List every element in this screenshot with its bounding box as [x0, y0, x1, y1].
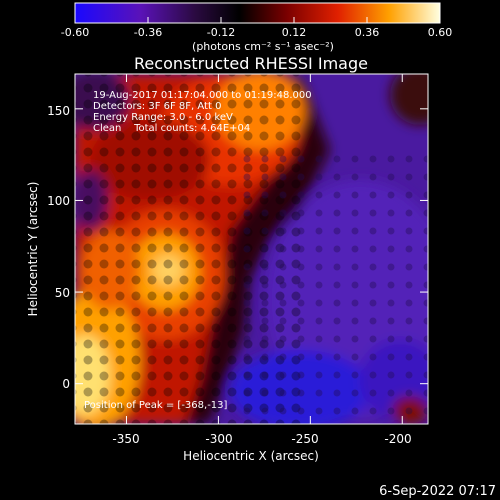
x-tick-label: -300	[205, 432, 232, 446]
image-title: Reconstructed RHESSI Image	[134, 54, 368, 73]
plot-frame	[74, 73, 429, 425]
colorbar-tick-label: 0.60	[428, 26, 453, 39]
x-axis-label: Heliocentric X (arcsec)	[183, 449, 319, 463]
x-tick-label: -250	[291, 432, 318, 446]
info-line: Clean Total counts: 4.64E+04	[93, 123, 250, 134]
colorbar-tick-label: 0.36	[355, 26, 380, 39]
y-tick-label: 50	[55, 286, 70, 300]
x-tick-label: -200	[384, 432, 411, 446]
colorbar-unit-label: (photons cm⁻² s⁻¹ asec⁻²)	[192, 40, 334, 53]
colorbar-tick-label: -0.60	[61, 26, 89, 39]
axis-ticks	[75, 74, 428, 424]
y-tick-label: 100	[47, 194, 70, 208]
colorbar-gradient	[74, 2, 441, 24]
info-block: 19-Aug-2017 01:17:04.000 to 01:19:48.000…	[93, 90, 312, 134]
colorbar-tick-label: -0.36	[134, 26, 162, 39]
x-tick-label: -350	[112, 432, 139, 446]
y-axis-label: Heliocentric Y (arcsec)	[26, 182, 40, 317]
colorbar-tick-label: -0.12	[207, 26, 235, 39]
rhessi-image	[75, 74, 428, 424]
info-line: Detectors: 3F 6F 8F, Att 0	[93, 101, 221, 112]
colorbar: -0.60 -0.36 -0.12 0.12 0.36 0.60 (photon…	[61, 2, 453, 53]
peak-position-text: Position of Peak = [-368,-13]	[84, 400, 228, 411]
info-line: 19-Aug-2017 01:17:04.000 to 01:19:48.000	[93, 90, 312, 101]
y-tick-label: 0	[62, 377, 70, 391]
footer-timestamp: 6-Sep-2022 07:17	[379, 484, 496, 499]
colorbar-ticks	[74, 17, 441, 23]
info-line: Energy Range: 3.0 - 6.0 keV	[93, 112, 233, 123]
y-tick-label: 150	[47, 104, 70, 118]
colorbar-tick-label: 0.12	[282, 26, 307, 39]
